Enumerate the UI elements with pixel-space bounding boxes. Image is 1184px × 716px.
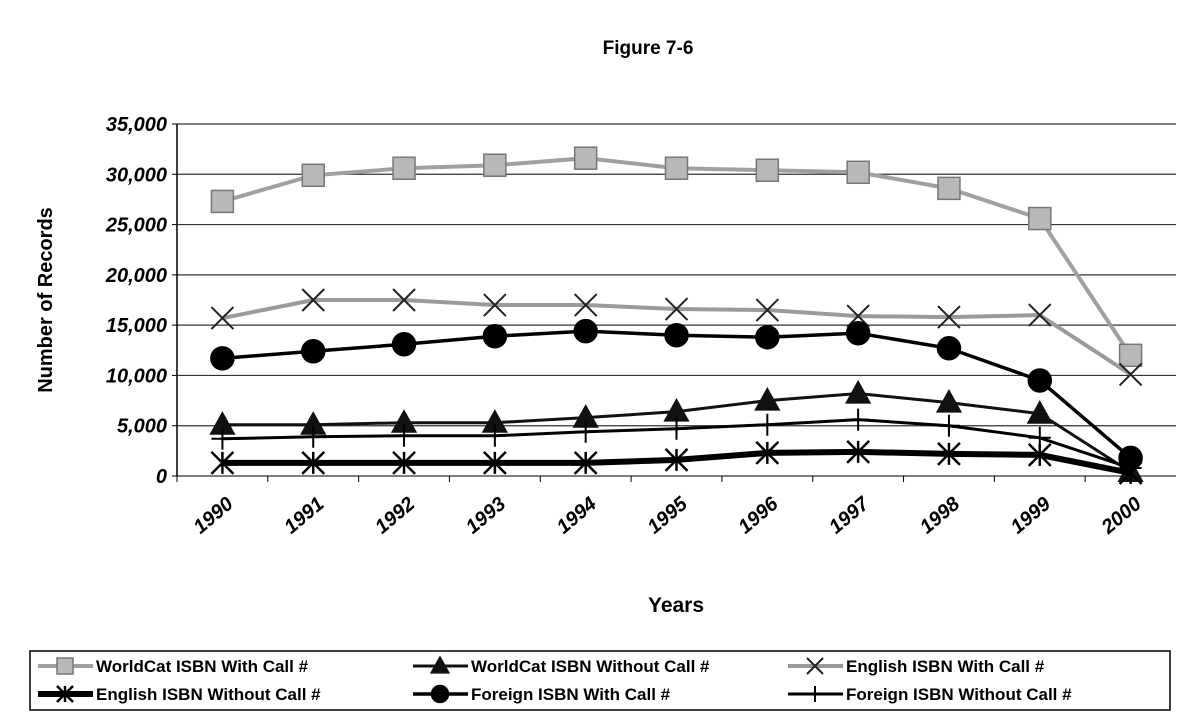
x-tick-label: 1991 bbox=[280, 493, 328, 538]
x-tick-label: 1990 bbox=[189, 493, 237, 538]
x-tick-label: 1999 bbox=[1007, 492, 1056, 538]
marker bbox=[807, 686, 823, 702]
marker bbox=[393, 424, 416, 447]
x-tick-label: 1993 bbox=[462, 493, 510, 538]
y-tick-label: 15,000 bbox=[106, 315, 167, 337]
x-tick-label: 1992 bbox=[371, 493, 419, 538]
marker bbox=[56, 685, 74, 703]
marker bbox=[210, 306, 235, 330]
legend-label: WorldCat ISBN With Call # bbox=[96, 657, 309, 676]
marker bbox=[935, 389, 963, 413]
x-tick-label: 1998 bbox=[916, 492, 965, 538]
y-tick-label: 10,000 bbox=[106, 365, 167, 387]
marker bbox=[392, 288, 416, 312]
marker bbox=[573, 293, 598, 317]
y-tick-label: 35,000 bbox=[106, 114, 167, 136]
marker bbox=[1028, 206, 1052, 231]
marker bbox=[937, 305, 961, 329]
marker bbox=[56, 657, 74, 675]
x-tick-label: 1995 bbox=[643, 492, 692, 538]
marker bbox=[755, 324, 780, 350]
marker bbox=[302, 425, 325, 448]
marker bbox=[573, 318, 598, 344]
marker bbox=[210, 189, 235, 214]
marker bbox=[483, 424, 506, 447]
legend-label: WorldCat ISBN Without Call # bbox=[471, 657, 710, 676]
marker bbox=[754, 386, 781, 411]
y-tick-label: 0 bbox=[156, 466, 167, 488]
marker bbox=[937, 176, 961, 201]
x-tick-label: 1997 bbox=[825, 492, 874, 538]
marker bbox=[210, 346, 235, 371]
marker bbox=[936, 336, 962, 361]
marker bbox=[845, 320, 871, 346]
marker bbox=[846, 439, 871, 464]
legend-box bbox=[29, 650, 1171, 711]
marker bbox=[1028, 426, 1051, 449]
marker bbox=[482, 323, 508, 349]
marker bbox=[1027, 368, 1053, 393]
marker bbox=[1118, 362, 1143, 387]
marker bbox=[846, 160, 870, 185]
marker bbox=[301, 163, 325, 188]
marker bbox=[664, 156, 689, 181]
marker bbox=[1118, 343, 1143, 368]
marker bbox=[806, 657, 824, 675]
marker bbox=[937, 414, 960, 437]
marker bbox=[573, 451, 598, 475]
x-axis-label: Years bbox=[648, 594, 704, 617]
marker bbox=[392, 451, 416, 475]
legend-label: Foreign ISBN With Call # bbox=[471, 685, 671, 704]
chart-title: Figure 7-6 bbox=[603, 38, 694, 59]
marker bbox=[430, 684, 450, 704]
marker bbox=[301, 451, 326, 475]
marker bbox=[755, 440, 780, 465]
y-axis-label: Number of Records bbox=[35, 207, 57, 393]
marker bbox=[210, 451, 235, 475]
x-tick-label: 2000 bbox=[1097, 493, 1146, 539]
x-tick-label: 1996 bbox=[734, 492, 783, 538]
legend-label: English ISBN With Call # bbox=[846, 657, 1045, 676]
marker bbox=[664, 448, 689, 472]
y-tick-label: 5,000 bbox=[117, 416, 167, 438]
marker bbox=[429, 655, 451, 674]
marker bbox=[845, 379, 872, 404]
marker bbox=[756, 413, 779, 436]
marker bbox=[483, 293, 507, 317]
marker bbox=[937, 441, 961, 466]
marker bbox=[847, 408, 870, 431]
marker bbox=[1119, 456, 1142, 479]
marker bbox=[1026, 400, 1053, 424]
legend-label: English ISBN Without Call # bbox=[96, 685, 321, 704]
marker bbox=[755, 298, 780, 322]
marker bbox=[574, 420, 597, 443]
marker bbox=[665, 417, 688, 440]
marker bbox=[300, 339, 326, 364]
marker bbox=[211, 427, 234, 450]
marker bbox=[391, 332, 417, 357]
marker bbox=[483, 153, 507, 177]
marker bbox=[573, 146, 598, 170]
x-tick-label: 1994 bbox=[553, 493, 601, 538]
marker bbox=[482, 451, 507, 475]
marker bbox=[755, 158, 780, 183]
marker bbox=[664, 297, 689, 321]
y-tick-label: 30,000 bbox=[106, 164, 167, 186]
marker bbox=[301, 288, 325, 312]
legend-label: Foreign ISBN Without Call # bbox=[846, 685, 1072, 704]
y-tick-label: 20,000 bbox=[105, 265, 167, 287]
y-tick-label: 25,000 bbox=[105, 215, 167, 237]
marker bbox=[392, 156, 416, 181]
marker bbox=[664, 322, 689, 348]
marker bbox=[1028, 303, 1052, 327]
